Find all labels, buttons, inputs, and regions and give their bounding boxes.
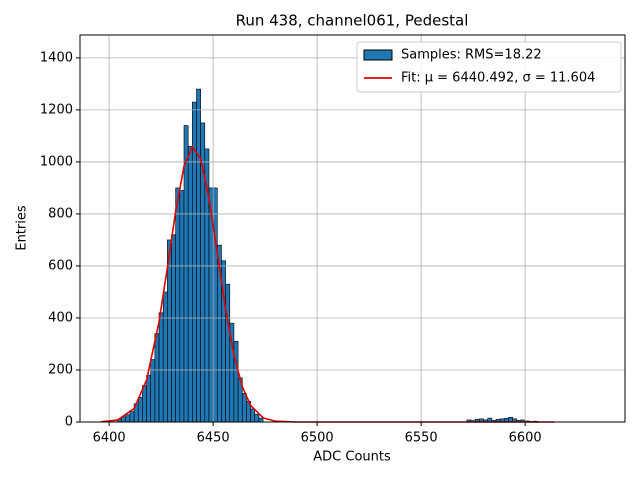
x-tick-label: 6500 bbox=[301, 431, 334, 446]
y-tick-label: 200 bbox=[48, 362, 73, 377]
x-tick-label: 6550 bbox=[405, 431, 438, 446]
y-tick-label: 400 bbox=[48, 310, 73, 325]
histogram-bar bbox=[254, 413, 260, 423]
histogram-bar bbox=[142, 385, 147, 423]
histogram-bar bbox=[137, 396, 143, 423]
legend-label: Fit: μ = 6440.492, σ = 11.604 bbox=[401, 71, 595, 86]
x-tick-label: 6400 bbox=[93, 431, 126, 446]
y-tick-label: 800 bbox=[48, 206, 73, 221]
legend-box bbox=[356, 41, 622, 93]
histogram-bar bbox=[125, 414, 131, 423]
x-axis-label: ADC Counts bbox=[313, 450, 391, 465]
x-tick-label: 6450 bbox=[197, 431, 230, 446]
histogram-bar bbox=[146, 374, 152, 423]
histogram-bar bbox=[183, 125, 189, 423]
histogram-bar bbox=[225, 283, 231, 423]
y-tick-label: 600 bbox=[48, 258, 73, 273]
y-tick-label: 1400 bbox=[40, 50, 73, 65]
axes-frame bbox=[79, 34, 626, 423]
histogram-bar bbox=[241, 393, 247, 423]
y-tick-label: 1200 bbox=[40, 102, 73, 117]
histogram-bar bbox=[250, 408, 256, 423]
histogram-bar bbox=[154, 333, 160, 423]
legend-label: Samples: RMS=18.22 bbox=[401, 48, 542, 63]
histogram-bar bbox=[171, 234, 176, 423]
histogram-bar bbox=[150, 359, 156, 423]
chart-title: Run 438, channel061, Pedestal bbox=[236, 12, 469, 30]
histogram-bar bbox=[212, 187, 218, 423]
histogram-bar bbox=[158, 312, 164, 423]
y-tick-label: 1000 bbox=[40, 154, 73, 169]
histogram-bar bbox=[175, 187, 181, 423]
fit-line bbox=[100, 145, 555, 423]
histogram-bar bbox=[258, 417, 264, 423]
histogram-bar bbox=[233, 341, 239, 423]
histogram-bar bbox=[196, 88, 201, 423]
y-tick-label: 0 bbox=[65, 415, 73, 430]
x-tick-label: 6600 bbox=[509, 431, 542, 446]
histogram-bar bbox=[179, 190, 185, 423]
histogram-bar bbox=[187, 146, 193, 423]
histogram-bar bbox=[162, 291, 168, 423]
histogram-bar bbox=[129, 411, 135, 423]
y-axis-label: Entries bbox=[15, 205, 30, 251]
legend-swatch bbox=[363, 49, 393, 61]
